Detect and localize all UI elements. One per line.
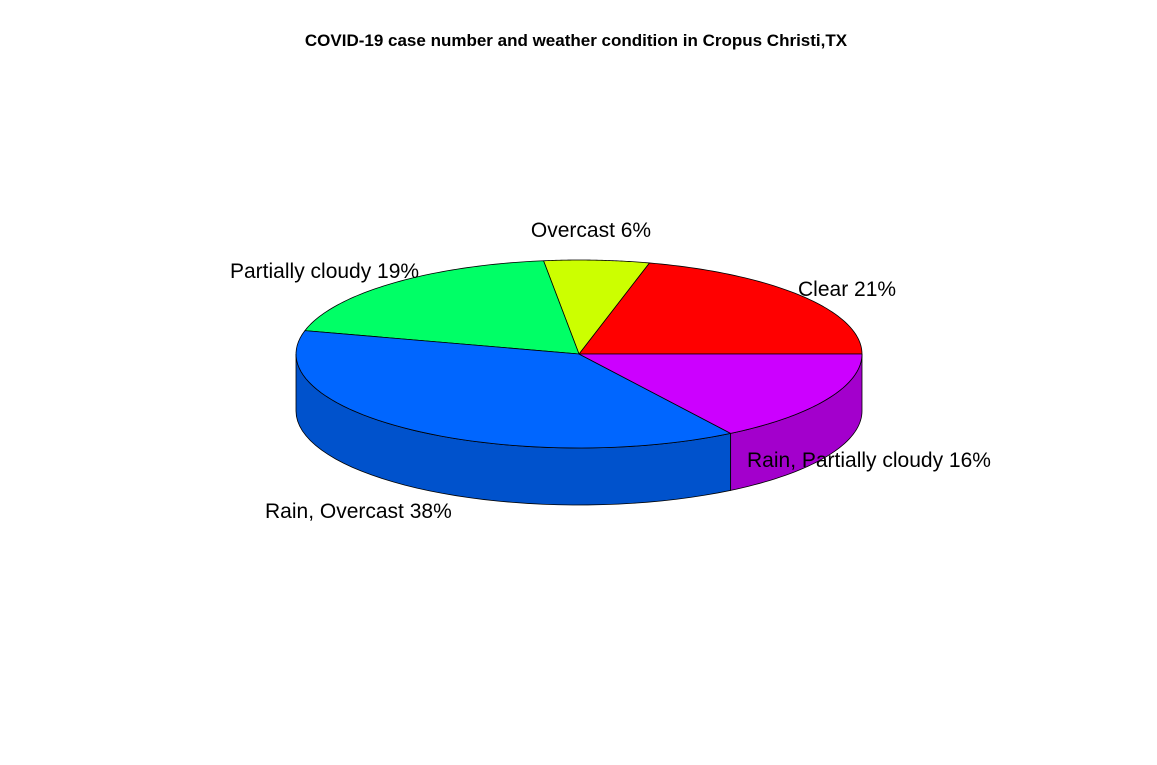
pie-slice-partially-cloudy xyxy=(304,260,580,355)
slice-label-rain-overcast: Rain, Overcast 38% xyxy=(265,500,452,523)
slice-label-clear: Clear 21% xyxy=(798,278,896,301)
pie-labels: Clear 21% Overcast 6% Partially cloudy 19%… xyxy=(230,219,991,523)
slice-label-rain-partially-cloudy: Rain, Partially cloudy 16% xyxy=(747,449,991,472)
slice-label-partially-cloudy: Partially cloudy 19% xyxy=(230,260,419,283)
slice-label-overcast: Overcast 6% xyxy=(531,219,651,242)
pie-slice-overcast xyxy=(543,259,650,355)
pie-slice-rain-overcast xyxy=(295,330,732,449)
pie-slice-clear xyxy=(578,262,863,355)
pie-slice-rain-partially-cloudy xyxy=(578,353,863,434)
pie-tops xyxy=(295,259,863,449)
chart-title: COVID-19 case number and weather conditi… xyxy=(305,31,848,50)
